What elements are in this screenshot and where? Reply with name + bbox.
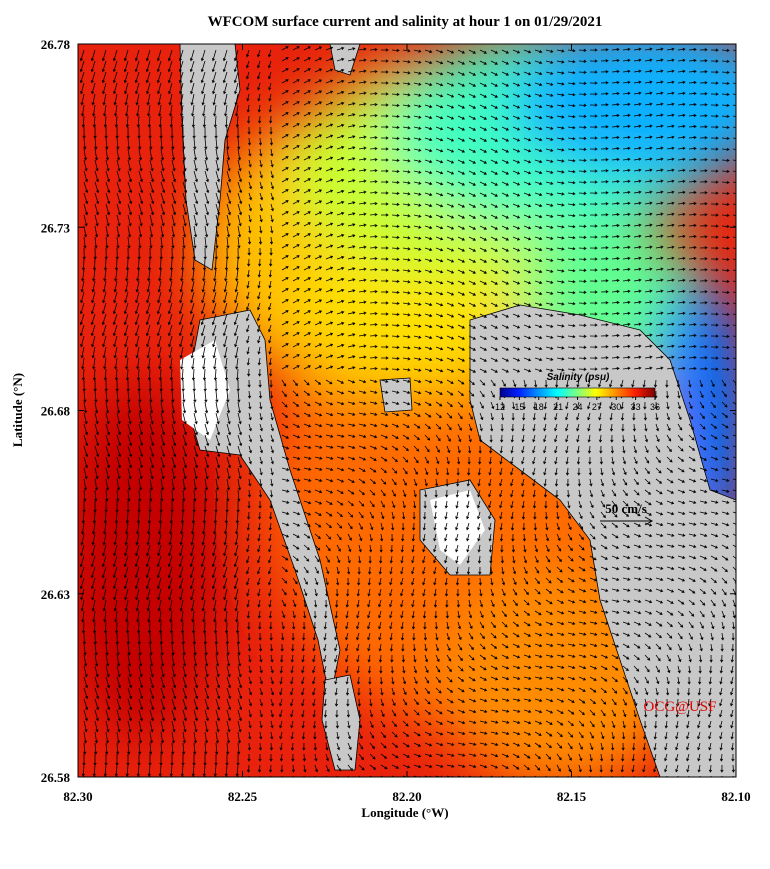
- x-tick-label: 82.25: [228, 789, 258, 804]
- x-tick-label: 82.15: [557, 789, 587, 804]
- y-tick-label: 26.78: [41, 37, 71, 52]
- current-vectors: [79, 46, 736, 777]
- x-tick-label: 82.20: [392, 789, 421, 804]
- colorbar-tick-label: 18: [534, 402, 544, 412]
- colorbar: [499, 387, 656, 398]
- scale-arrow-label: 50 cm/s: [605, 501, 647, 516]
- colorbar-tick-label: 15: [514, 402, 524, 412]
- colorbar-ticks: 12 15 18 21 24 27 30 33 36: [495, 397, 660, 412]
- axes: 82.30 82.25 82.20 82.15 82.10 26.58 26.63 26.68…: [41, 37, 751, 804]
- x-tick-label: 82.30: [63, 789, 92, 804]
- y-axis-label: Latitude (°N): [10, 373, 25, 447]
- colorbar-tick-label: 24: [572, 402, 582, 412]
- colorbar-tick-label: 30: [611, 402, 621, 412]
- colorbar-tick-label: 12: [495, 402, 505, 412]
- x-tick-label: 82.10: [721, 789, 750, 804]
- scale-arrow: [600, 516, 654, 526]
- colorbar-tick-label: 21: [553, 402, 563, 412]
- y-tick-label: 26.68: [41, 404, 71, 419]
- colorbar-label: Salinity (psu): [547, 372, 610, 383]
- credit: OCG@USF: [643, 699, 716, 715]
- colorbar-tick-label: 27: [592, 402, 602, 412]
- y-tick-label: 26.58: [41, 770, 71, 785]
- y-tick-label: 26.63: [41, 587, 71, 602]
- chart-title: WFCOM surface current and salinity at ho…: [208, 14, 603, 30]
- x-axis-label: Longitude (°W): [361, 805, 448, 820]
- y-tick-label: 26.73: [41, 220, 71, 235]
- colorbar-tick-label: 33: [631, 402, 641, 412]
- colorbar-tick-label: 36: [650, 402, 660, 412]
- salinity-field: [78, 44, 736, 777]
